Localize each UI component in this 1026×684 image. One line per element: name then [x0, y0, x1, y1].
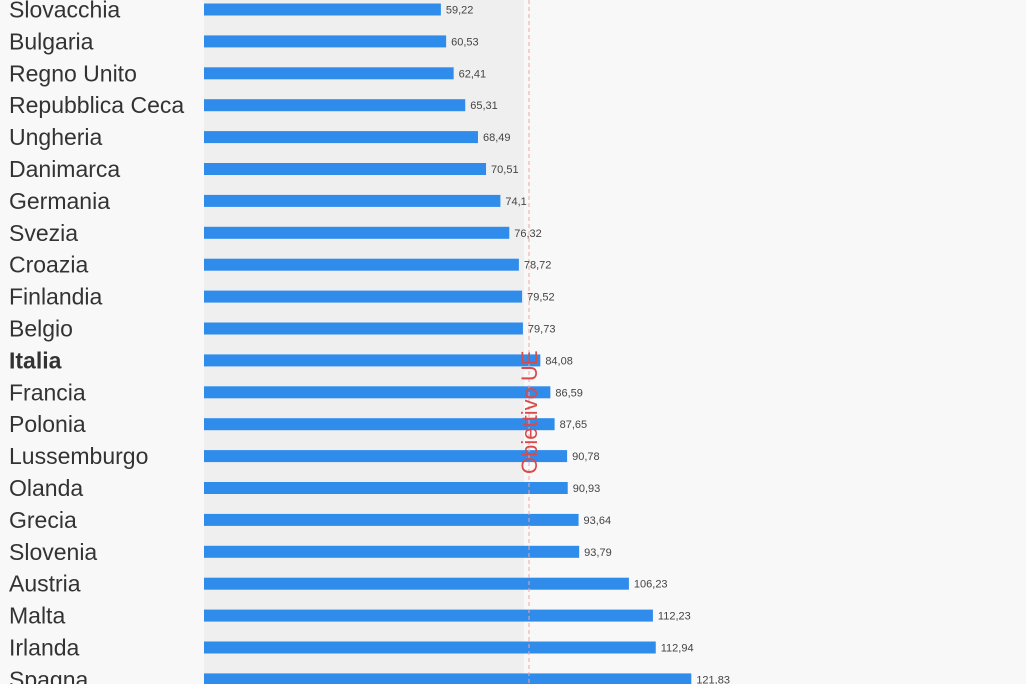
category-label: Olanda	[9, 475, 83, 501]
bar-italia	[204, 354, 541, 367]
bar-slovenia	[204, 545, 580, 558]
category-label: Germania	[9, 188, 110, 214]
category-label: Ungheria	[9, 124, 103, 150]
bar-danimarca	[204, 163, 487, 175]
value-label: 84,08	[545, 355, 573, 367]
bar-croazia	[204, 258, 519, 271]
category-label: Croazia	[9, 252, 88, 278]
bar-austria	[204, 577, 629, 590]
category-label: Spagna	[9, 666, 89, 684]
category-label: Slovacchia	[9, 0, 120, 23]
value-label: 62,41	[459, 68, 487, 80]
category-labels-group: Slovacchia Bulgaria Regno Unito Repubblica …	[9, 0, 184, 684]
value-label: 90,78	[572, 451, 600, 463]
category-label: Repubblica Ceca	[9, 92, 184, 118]
target-reference-label: Obiettivo UE	[517, 351, 542, 475]
value-label: 93,79	[584, 547, 612, 559]
category-label: Belgio	[9, 316, 73, 342]
bar-regno-unito	[204, 67, 454, 80]
category-label: Austria	[9, 571, 81, 597]
category-label: Polonia	[9, 411, 86, 437]
bar-svezia	[204, 226, 510, 239]
value-label: 79,73	[528, 324, 556, 336]
bar-francia	[204, 386, 551, 399]
category-label: Malta	[9, 603, 65, 629]
bar-repubblica-ceca	[204, 99, 466, 112]
bar-ungheria	[204, 131, 478, 144]
target-shaded-area	[204, 0, 524, 684]
value-label: 112,94	[661, 643, 694, 655]
value-labels-group: 59,22 60,53 62,41 65,31 68,49 70,51 74,1 76,32 7…	[446, 5, 730, 684]
value-label: 106,23	[634, 579, 668, 591]
value-label: 78,72	[524, 260, 552, 272]
bar-olanda	[204, 482, 568, 494]
bar-bulgaria	[204, 35, 447, 48]
value-label: 68,49	[483, 132, 511, 144]
category-label: Grecia	[9, 507, 77, 533]
bar-irlanda	[204, 641, 656, 654]
category-label: Danimarca	[9, 156, 120, 182]
category-label: Italia	[9, 347, 62, 373]
value-label: 76,32	[514, 228, 542, 240]
value-label: 90,93	[573, 483, 601, 495]
bar-slovacchia	[204, 3, 441, 16]
bars-group	[204, 3, 692, 684]
category-label: Bulgaria	[9, 28, 94, 54]
bar-belgio	[204, 322, 523, 335]
bar-grecia	[204, 513, 579, 526]
value-label: 60,53	[451, 36, 479, 48]
value-label: 70,51	[491, 164, 519, 176]
value-label: 79,52	[527, 292, 555, 304]
value-label: 121,83	[696, 674, 730, 684]
bar-polonia	[204, 418, 555, 431]
category-label: Regno Unito	[9, 60, 137, 86]
bar-lussemburgo	[204, 450, 568, 463]
category-label: Slovenia	[9, 539, 97, 565]
value-label: 87,65	[560, 419, 588, 431]
category-label: Lussemburgo	[9, 443, 148, 469]
value-label: 74,1	[505, 196, 526, 208]
value-label: 86,59	[555, 387, 583, 399]
bar-germania	[204, 194, 501, 207]
bar-malta	[204, 609, 653, 622]
category-label: Svezia	[9, 220, 78, 246]
bar-finlandia	[204, 290, 523, 303]
value-label: 93,64	[584, 515, 612, 527]
bar-spagna	[204, 673, 692, 684]
category-label: Irlanda	[9, 635, 80, 661]
value-label: 59,22	[446, 5, 474, 17]
value-label: 112,23	[658, 611, 691, 623]
category-label: Finlandia	[9, 284, 103, 310]
category-label: Francia	[9, 379, 86, 405]
value-label: 65,31	[470, 100, 498, 112]
